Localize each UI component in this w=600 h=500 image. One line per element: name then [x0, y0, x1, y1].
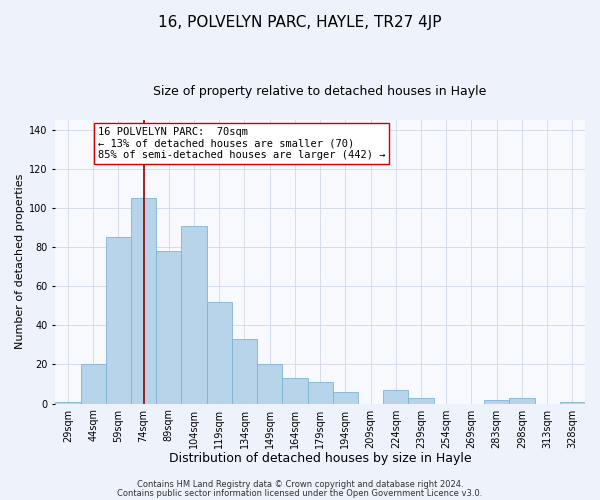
Bar [181, 226, 206, 404]
Bar [333, 392, 358, 404]
Bar [560, 402, 585, 404]
Bar [509, 398, 535, 404]
Bar [80, 364, 106, 404]
Bar [257, 364, 283, 404]
Text: Contains HM Land Registry data © Crown copyright and database right 2024.: Contains HM Land Registry data © Crown c… [137, 480, 463, 489]
Bar [308, 382, 333, 404]
Bar [206, 302, 232, 404]
Bar [383, 390, 409, 404]
Y-axis label: Number of detached properties: Number of detached properties [15, 174, 25, 350]
Bar [156, 251, 181, 404]
Text: 16, POLVELYN PARC, HAYLE, TR27 4JP: 16, POLVELYN PARC, HAYLE, TR27 4JP [158, 15, 442, 30]
Title: Size of property relative to detached houses in Hayle: Size of property relative to detached ho… [154, 85, 487, 98]
Text: 16 POLVELYN PARC:  70sqm
← 13% of detached houses are smaller (70)
85% of semi-d: 16 POLVELYN PARC: 70sqm ← 13% of detache… [98, 127, 385, 160]
Bar [55, 402, 80, 404]
Text: Contains public sector information licensed under the Open Government Licence v3: Contains public sector information licen… [118, 489, 482, 498]
Bar [106, 238, 131, 404]
Bar [283, 378, 308, 404]
Bar [409, 398, 434, 404]
Bar [131, 198, 156, 404]
Bar [484, 400, 509, 404]
X-axis label: Distribution of detached houses by size in Hayle: Distribution of detached houses by size … [169, 452, 472, 465]
Bar [232, 339, 257, 404]
